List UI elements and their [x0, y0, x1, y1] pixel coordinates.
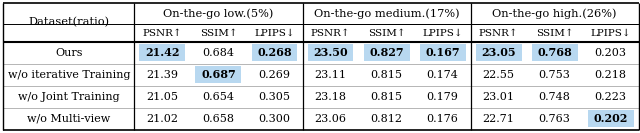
Text: 0.812: 0.812	[371, 114, 403, 124]
Text: 23.11: 23.11	[314, 70, 346, 80]
Text: 22.71: 22.71	[483, 114, 515, 124]
Text: On-the-go medium.(17%): On-the-go medium.(17%)	[314, 9, 460, 19]
FancyBboxPatch shape	[476, 44, 522, 61]
Text: 0.179: 0.179	[427, 92, 458, 102]
Text: 21.02: 21.02	[147, 114, 179, 124]
Text: SSIM↑: SSIM↑	[368, 28, 405, 38]
Text: 0.176: 0.176	[427, 114, 458, 124]
Text: 23.50: 23.50	[313, 47, 348, 58]
Text: Ours: Ours	[55, 48, 83, 58]
FancyBboxPatch shape	[532, 44, 578, 61]
Text: LPIPS↓: LPIPS↓	[590, 28, 631, 38]
Text: 0.753: 0.753	[539, 70, 571, 80]
Text: 0.815: 0.815	[371, 70, 403, 80]
Text: 0.300: 0.300	[259, 114, 291, 124]
FancyBboxPatch shape	[195, 66, 241, 83]
Text: 22.55: 22.55	[483, 70, 515, 80]
Text: 0.687: 0.687	[201, 69, 236, 80]
Text: On-the-go low.(5%): On-the-go low.(5%)	[163, 9, 274, 19]
Text: LPIPS↓: LPIPS↓	[422, 28, 463, 38]
Text: 0.223: 0.223	[595, 92, 627, 102]
Text: 0.269: 0.269	[259, 70, 291, 80]
Text: 0.768: 0.768	[538, 47, 572, 58]
Text: 0.174: 0.174	[427, 70, 458, 80]
Text: 0.684: 0.684	[202, 48, 234, 58]
Text: 0.654: 0.654	[202, 92, 234, 102]
Text: 23.05: 23.05	[481, 47, 516, 58]
Text: 0.268: 0.268	[257, 47, 292, 58]
FancyBboxPatch shape	[308, 44, 353, 61]
Text: 0.203: 0.203	[595, 48, 627, 58]
Text: SSIM↑: SSIM↑	[536, 28, 573, 38]
Text: 0.305: 0.305	[259, 92, 291, 102]
Text: Dataset(ratio): Dataset(ratio)	[28, 17, 109, 28]
Text: 21.39: 21.39	[147, 70, 179, 80]
Text: 0.218: 0.218	[595, 70, 627, 80]
Text: 0.763: 0.763	[539, 114, 571, 124]
Text: 23.01: 23.01	[483, 92, 515, 102]
Text: w/o Joint Training: w/o Joint Training	[18, 92, 120, 102]
Text: 0.815: 0.815	[371, 92, 403, 102]
Text: w/o iterative Training: w/o iterative Training	[8, 70, 130, 80]
Text: w/o Multi-view: w/o Multi-view	[27, 114, 111, 124]
Text: PSNR↑: PSNR↑	[143, 28, 182, 38]
Text: 0.658: 0.658	[202, 114, 234, 124]
Text: PSNR↑: PSNR↑	[479, 28, 518, 38]
FancyBboxPatch shape	[588, 110, 634, 127]
Text: LPIPS↓: LPIPS↓	[254, 28, 295, 38]
Text: 0.748: 0.748	[539, 92, 571, 102]
Text: On-the-go high.(26%): On-the-go high.(26%)	[492, 9, 617, 19]
FancyBboxPatch shape	[252, 44, 298, 61]
Text: 0.827: 0.827	[369, 47, 404, 58]
Text: 23.18: 23.18	[314, 92, 346, 102]
FancyBboxPatch shape	[364, 44, 410, 61]
FancyBboxPatch shape	[140, 44, 186, 61]
Text: SSIM↑: SSIM↑	[200, 28, 237, 38]
Text: 23.06: 23.06	[314, 114, 346, 124]
Text: 0.167: 0.167	[426, 47, 460, 58]
FancyBboxPatch shape	[420, 44, 465, 61]
Text: 21.05: 21.05	[147, 92, 179, 102]
Text: PSNR↑: PSNR↑	[310, 28, 350, 38]
Text: 21.42: 21.42	[145, 47, 180, 58]
Text: 0.202: 0.202	[593, 113, 628, 124]
